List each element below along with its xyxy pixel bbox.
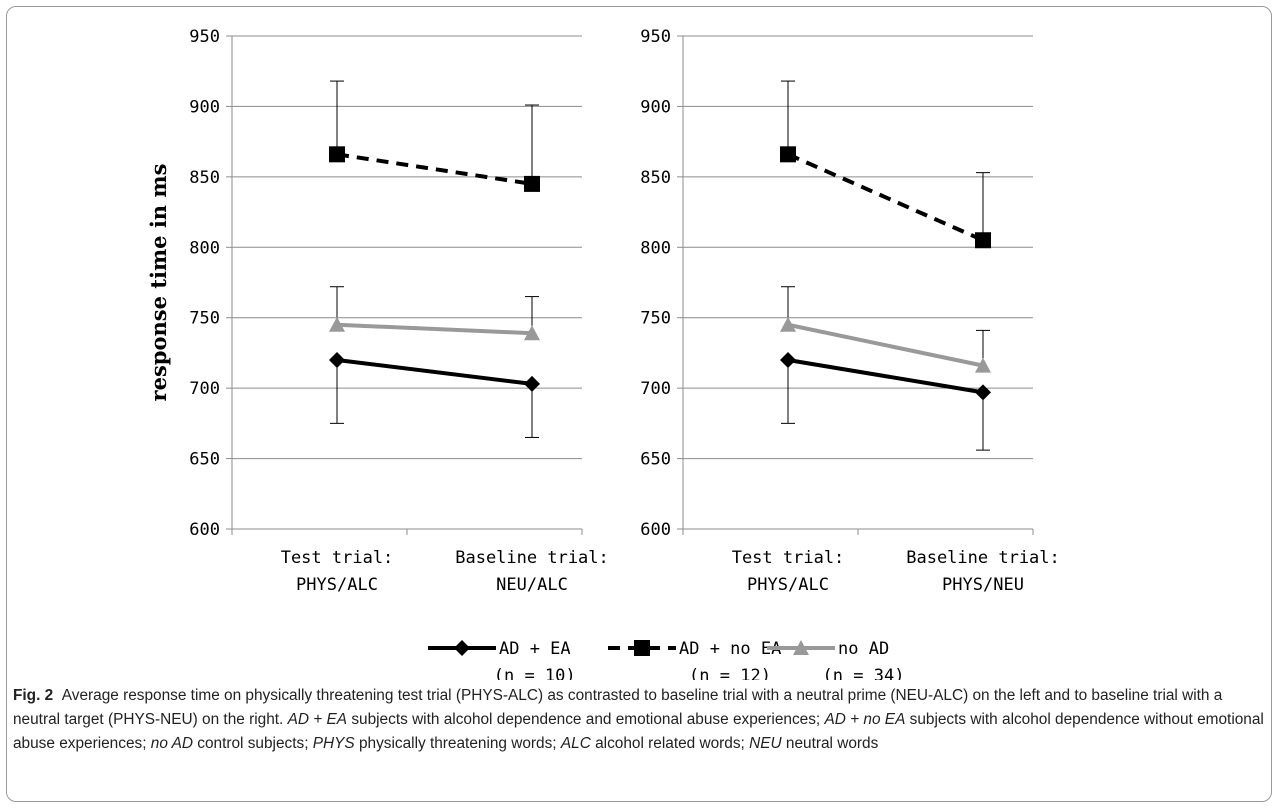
data-point <box>329 316 345 332</box>
figure-caption: Fig. 2 Average response time on physical… <box>13 684 1265 756</box>
legend-entry: AD + no EA (n = 12) <box>608 639 781 680</box>
legend-swatch-marker <box>634 640 650 656</box>
caption-term-ad-ea: AD + EA <box>287 711 348 728</box>
series-ad-ea <box>329 351 540 438</box>
y-tick-label: 800 <box>640 238 671 258</box>
data-point <box>524 375 540 392</box>
data-point <box>780 351 796 368</box>
data-point <box>780 146 796 163</box>
legend-count: (n = 10) <box>494 666 576 680</box>
y-tick-label: 750 <box>189 309 220 329</box>
caption-term-ad-no-ea: AD + no EA <box>824 711 906 728</box>
caption-label: Fig. 2 <box>13 687 54 704</box>
y-tick-label: 950 <box>640 27 671 47</box>
chart-panel-2: 600 650 700 750 800 850 900 950 Test trial: PHYS/… <box>640 27 1059 595</box>
y-tick-label: 650 <box>189 450 220 470</box>
data-point <box>524 325 540 341</box>
y-axis-label: response time in ms <box>146 164 171 402</box>
legend-label: AD + EA <box>499 639 571 659</box>
y-tick-label: 850 <box>189 168 220 188</box>
y-tick-label: 850 <box>640 168 671 188</box>
legend-swatch-marker <box>454 640 470 656</box>
series-ad-no-ea <box>780 80 991 249</box>
caption-term-phys: PHYS <box>312 735 355 752</box>
legend-label: AD + no EA <box>679 639 781 659</box>
data-point <box>975 232 991 249</box>
legend-count: (n = 12) <box>689 666 771 680</box>
data-point <box>780 316 796 332</box>
y-tick-label: 700 <box>640 379 671 399</box>
y-tick-label: 750 <box>640 309 671 329</box>
data-point <box>329 146 345 163</box>
x-category-label: PHYS/NEU <box>942 575 1024 595</box>
x-category-label: Test trial: <box>732 548 845 568</box>
x-category-label: Baseline trial: <box>455 548 609 568</box>
caption-text-5: physically threatening words; <box>358 735 557 752</box>
caption-text-6: alcohol related words; <box>595 735 745 752</box>
legend-swatch-marker <box>793 640 809 655</box>
legend-count: (n = 34) <box>823 666 905 680</box>
caption-text-3: subjects with alcohol dependence without… <box>13 711 1264 752</box>
caption-text-7: neutral words <box>785 735 879 752</box>
y-tick-label: 600 <box>189 520 220 540</box>
chart-panel-1: 600 650 700 750 800 850 900 950 Test trial: PHYS/… <box>146 27 609 595</box>
series-ad-ea <box>780 351 991 451</box>
legend-entry: no AD (n = 34) <box>767 639 904 680</box>
figure-frame <box>6 6 1272 802</box>
data-point <box>524 175 540 192</box>
series-line <box>336 152 533 186</box>
x-category-label: PHYS/ALC <box>747 575 829 595</box>
series-no-ad <box>329 286 540 341</box>
caption-term-neu: NEU <box>749 735 782 752</box>
y-tick-label: 650 <box>640 450 671 470</box>
y-tick-label: 950 <box>189 27 220 47</box>
data-point <box>975 357 991 373</box>
caption-text-1: Average response time on physically thre… <box>13 687 1223 728</box>
caption-term-no-ad: no AD <box>150 735 193 752</box>
caption-text-2: subjects with alcohol dependence and emo… <box>351 711 821 728</box>
y-tick-label: 800 <box>189 238 220 258</box>
data-point <box>329 351 345 368</box>
data-point <box>975 384 991 401</box>
series-line <box>336 357 533 386</box>
series-no-ad <box>780 286 991 373</box>
chart-figure: 600 650 700 750 800 850 900 950 Test trial: PHYS/… <box>146 27 1060 680</box>
y-tick-label: 700 <box>189 379 220 399</box>
legend: AD + EA (n = 10) AD + no EA (n = 12) no AD (n… <box>428 639 904 680</box>
legend-entry: AD + EA (n = 10) <box>428 639 576 680</box>
series-line <box>787 357 984 395</box>
caption-term-alc: ALC <box>560 735 591 752</box>
legend-label: no AD <box>838 639 889 659</box>
series-ad-no-ea <box>329 80 540 192</box>
x-category-label: Test trial: <box>281 548 394 568</box>
y-tick-label: 900 <box>640 97 671 117</box>
caption-text-4: control subjects; <box>197 735 309 752</box>
x-category-label: NEU/ALC <box>496 575 568 595</box>
y-tick-label: 900 <box>189 97 220 117</box>
series-line <box>336 322 533 336</box>
series-line <box>787 152 984 243</box>
x-category-label: Baseline trial: <box>906 548 1060 568</box>
x-category-label: PHYS/ALC <box>296 575 378 595</box>
y-tick-label: 600 <box>640 520 671 540</box>
series-line <box>787 322 984 368</box>
